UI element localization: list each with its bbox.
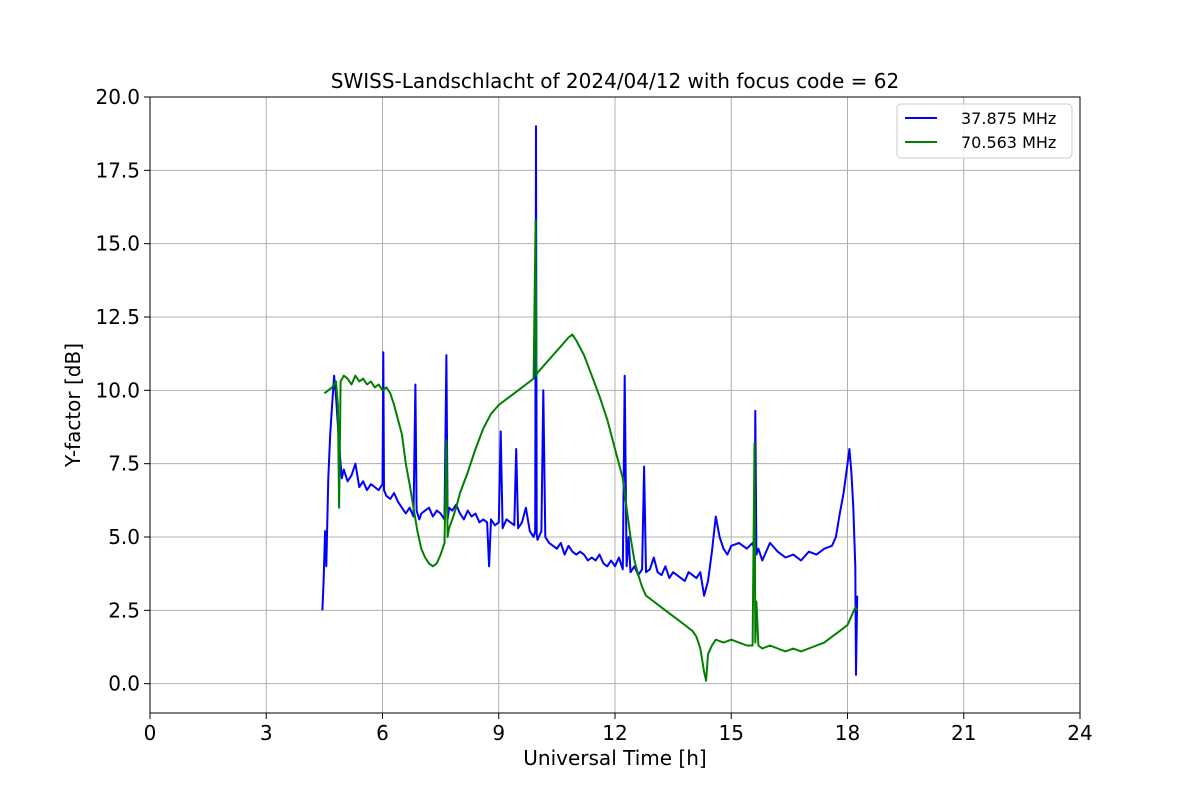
series-line-70-563-mhz [323, 219, 859, 682]
y-tick-label: 10.0 [95, 378, 140, 402]
series-line-37-875-mhz [321, 125, 859, 676]
x-tick-label: 12 [602, 721, 627, 745]
y-tick-label: 12.5 [95, 305, 140, 329]
y-tick-label: 0.0 [108, 672, 140, 696]
grid-lines [149, 96, 1081, 713]
x-tick-label: 15 [719, 721, 744, 745]
legend-box [896, 103, 1073, 159]
y-tick-label: 17.5 [95, 158, 140, 182]
x-tick-label: 6 [376, 721, 389, 745]
x-axis-label: Universal Time [h] [523, 746, 706, 770]
y-tick-label: 5.0 [108, 525, 140, 549]
y-tick-label: 7.5 [108, 452, 140, 476]
y-axis-label: Y-factor [dB] [61, 343, 85, 468]
legend-entry-label: 70.563 MHz [961, 133, 1056, 152]
legend: 37.875 MHz 70.563 MHz [896, 103, 1073, 159]
series-lines [321, 125, 859, 682]
x-tick-label: 18 [835, 721, 860, 745]
x-axis-ticks: 0 3 6 9 12 15 18 21 24 [144, 713, 1093, 745]
x-tick-label: 9 [492, 721, 505, 745]
x-tick-label: 24 [1067, 721, 1092, 745]
y-axis-ticks: 0.0 2.5 5.0 7.5 10.0 12.5 15.0 17.5 20.0 [95, 85, 150, 696]
y-tick-label: 2.5 [108, 598, 140, 622]
legend-entry-label: 37.875 MHz [961, 109, 1056, 128]
y-tick-label: 20.0 [95, 85, 140, 109]
chart-title: SWISS-Landschlacht of 2024/04/12 with fo… [331, 69, 899, 93]
x-tick-label: 3 [260, 721, 273, 745]
x-tick-label: 0 [144, 721, 157, 745]
y-tick-label: 15.0 [95, 232, 140, 256]
x-tick-label: 21 [951, 721, 976, 745]
